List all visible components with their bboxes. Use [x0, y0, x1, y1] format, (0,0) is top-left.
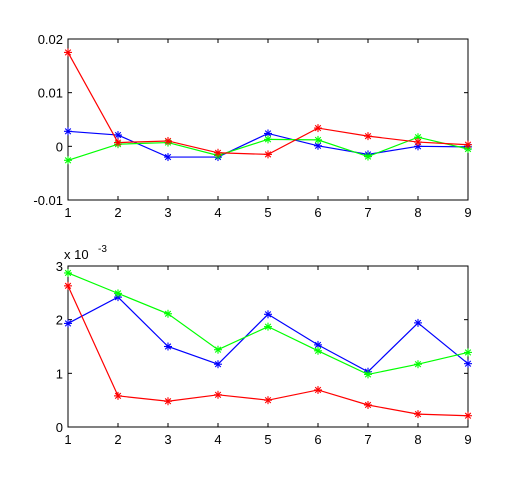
top-plot-series-2-point — [414, 138, 422, 147]
bottom-plot-y-tick-label: 2 — [56, 313, 63, 328]
top-plot-x-tick-label: 2 — [114, 205, 121, 220]
bottom-plot-series-0-line — [67, 296, 469, 373]
top-plot-y-tick-label: 0.01 — [38, 86, 63, 101]
bottom-plot-series-0-point — [414, 318, 422, 327]
bottom-plot-series-1-point — [114, 289, 122, 298]
bottom-plot-x-tick-label: 8 — [414, 432, 421, 447]
top-plot-x-axis: 1 2 3 4 5 6 7 8 9 — [64, 39, 472, 220]
bottom-plot-series-2-point — [314, 385, 322, 394]
bottom-plot-series-1-point — [364, 370, 372, 379]
top-plot-series-2-point — [264, 150, 272, 159]
top-plot-series-2-point — [64, 48, 72, 57]
top-plot-series-2-point — [164, 136, 172, 145]
bottom-plot-series-0-point — [314, 340, 322, 349]
top-plot-series-1-point — [264, 135, 272, 144]
top-plot-x-tick-label: 8 — [414, 205, 421, 220]
bottom-plot-y-axis: 0 1 2 3 — [56, 259, 468, 435]
top-plot-series-2-point — [314, 124, 322, 133]
bottom-plot-series-0-point — [64, 319, 72, 328]
bottom-plot-x-tick-label: 4 — [214, 432, 221, 447]
bottom-plot-x-tick-label: 5 — [264, 432, 271, 447]
bottom-plot-series-2-point — [164, 397, 172, 406]
top-plot-x-tick-label: 4 — [214, 205, 221, 220]
top-plot-y-axis: -0.01 0 0.01 0.02 — [33, 32, 468, 208]
bottom-plot-series-0-point — [214, 360, 222, 369]
bottom-plot-exponent-label: x 10 — [64, 247, 89, 262]
top-plot-x-tick-label: 5 — [264, 205, 271, 220]
bottom-plot-x-tick-label: 2 — [114, 432, 121, 447]
top-plot-series-1-point — [64, 156, 72, 165]
bottom-plot-series-1-point — [414, 360, 422, 369]
top-plot-y-tick-label: 0 — [56, 139, 63, 154]
top-plot-x-tick-label: 7 — [364, 205, 371, 220]
bottom-plot-series-2-point — [214, 390, 222, 399]
top-plot-series — [64, 48, 472, 165]
bottom-plot-series-2-point — [364, 400, 372, 409]
bottom-plot-y-tick-label: 1 — [56, 366, 63, 381]
bottom-plot-series-1-point — [264, 322, 272, 331]
top-plot-series-2-point — [464, 140, 472, 149]
top-plot-y-tick-label: -0.01 — [33, 193, 63, 208]
bottom-plot-series-1-point — [164, 309, 172, 318]
top-plot: 1 2 3 4 5 6 7 8 9 -0.01 0 0.01 0.02 — [33, 32, 472, 220]
bottom-plot-series-2-point — [64, 281, 72, 290]
top-plot-series-1-point — [364, 152, 372, 161]
bottom-plot-series-0-point — [164, 342, 172, 351]
top-plot-series-2-point — [364, 132, 372, 141]
bottom-plot-x-axis: 1 2 3 4 5 6 7 8 9 — [64, 266, 472, 447]
bottom-plot-series-1-point — [64, 268, 72, 277]
top-plot-series-2-point — [114, 138, 122, 147]
top-plot-series-0-point — [64, 127, 72, 136]
bottom-plot-series-2-point — [464, 411, 472, 420]
top-plot-x-tick-label: 3 — [164, 205, 171, 220]
top-plot-frame — [67, 38, 469, 201]
bottom-plot-x-tick-label: 9 — [464, 432, 471, 447]
bottom-plot-series-1-point — [314, 346, 322, 355]
bottom-plot-y-tick-label: 0 — [56, 420, 63, 435]
bottom-plot-series-1-point — [464, 348, 472, 357]
bottom-plot-x-tick-label: 1 — [64, 432, 71, 447]
top-plot-x-tick-label: 6 — [314, 205, 321, 220]
bottom-plot-y-tick-label: 3 — [56, 259, 63, 274]
bottom-plot-x-tick-label: 6 — [314, 432, 321, 447]
top-plot-y-tick-label: 0.02 — [38, 32, 63, 47]
top-plot-x-tick-label: 9 — [464, 205, 471, 220]
bottom-plot-x-tick-label: 7 — [364, 432, 371, 447]
top-plot-series-1-point — [314, 135, 322, 144]
bottom-plot-series-2-point — [264, 396, 272, 405]
top-plot-x-tick-label: 1 — [64, 205, 71, 220]
bottom-plot-x-tick-label: 3 — [164, 432, 171, 447]
top-plot-series-0-point — [114, 131, 122, 140]
bottom-plot-series-0-point — [464, 359, 472, 368]
bottom-plot-series-2-point — [114, 391, 122, 400]
top-plot-series-2-point — [214, 148, 222, 157]
bottom-plot-series — [64, 268, 472, 420]
bottom-plot-series-1-point — [214, 345, 222, 354]
top-plot-series-0-point — [164, 153, 172, 162]
bottom-plot-exponent-power: -3 — [98, 244, 107, 255]
bottom-plot-series-0-point — [264, 310, 272, 319]
bottom-plot-series-2-point — [414, 410, 422, 419]
